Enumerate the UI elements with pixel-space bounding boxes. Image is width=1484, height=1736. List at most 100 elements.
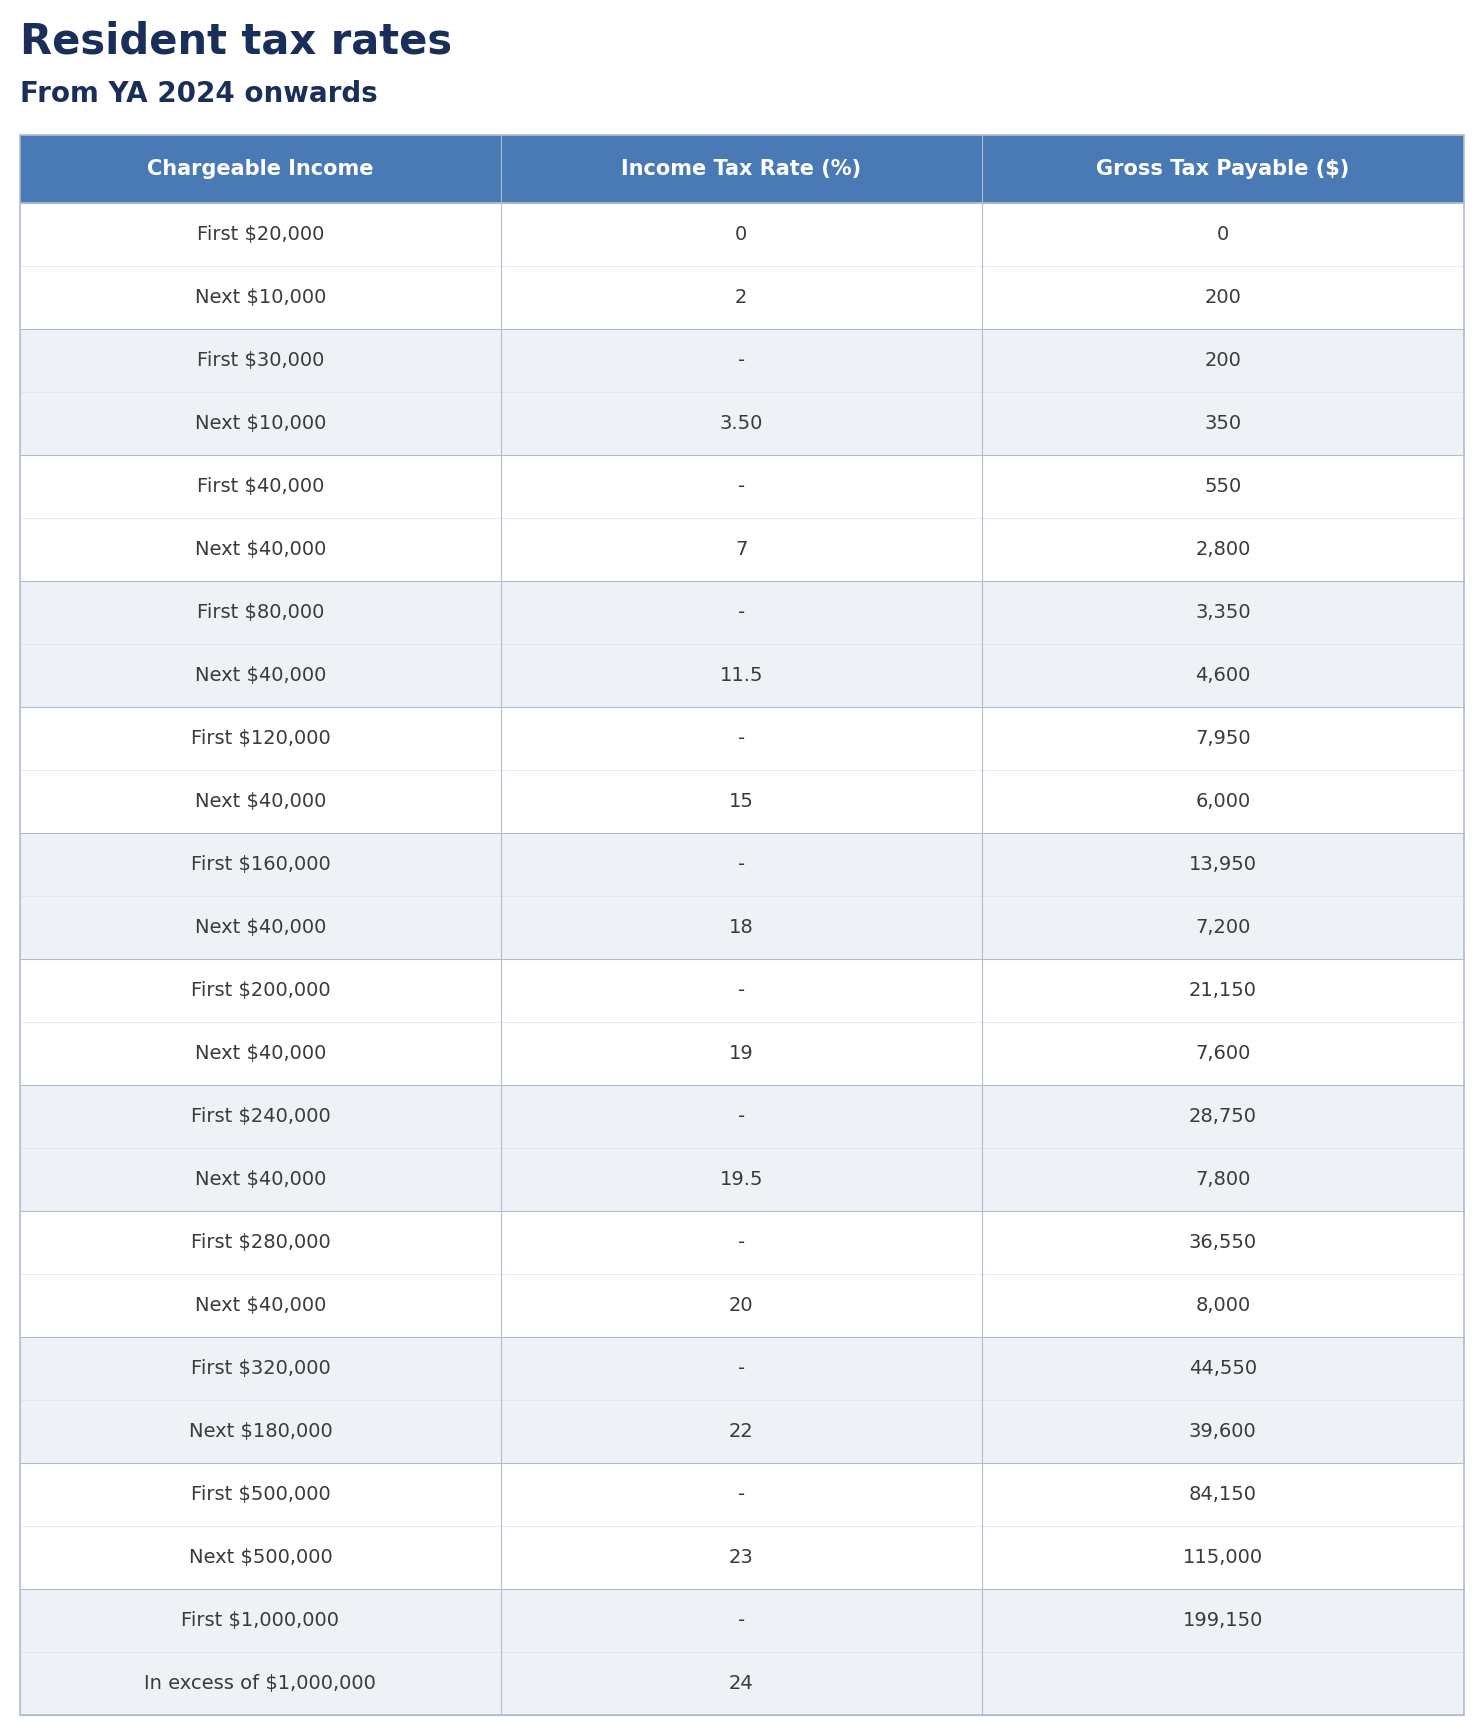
Bar <box>502 1274 982 1337</box>
Text: 39,600: 39,600 <box>1189 1422 1257 1441</box>
Bar <box>19 1399 502 1463</box>
Text: 23: 23 <box>729 1549 754 1568</box>
Bar <box>982 1085 1465 1147</box>
Text: First $80,000: First $80,000 <box>197 602 324 621</box>
Text: Resident tax rates: Resident tax rates <box>19 21 453 62</box>
Text: First $40,000: First $40,000 <box>197 477 324 496</box>
Bar <box>502 455 982 517</box>
Bar <box>19 1085 502 1147</box>
Bar <box>19 266 502 330</box>
Text: 84,150: 84,150 <box>1189 1484 1257 1503</box>
Text: 200: 200 <box>1205 288 1241 307</box>
Bar <box>502 896 982 958</box>
Text: Chargeable Income: Chargeable Income <box>147 160 374 179</box>
Bar <box>502 1023 982 1085</box>
Text: Next $10,000: Next $10,000 <box>194 413 326 432</box>
Bar <box>19 135 502 203</box>
Text: 19.5: 19.5 <box>720 1170 763 1189</box>
Text: First $200,000: First $200,000 <box>190 981 331 1000</box>
Bar <box>982 1274 1465 1337</box>
Bar <box>982 1653 1465 1715</box>
Bar <box>19 203 502 266</box>
Text: 350: 350 <box>1205 413 1242 432</box>
Bar <box>502 833 982 896</box>
Bar <box>502 1463 982 1526</box>
Text: -: - <box>738 981 745 1000</box>
Text: -: - <box>738 477 745 496</box>
Text: 3,350: 3,350 <box>1195 602 1251 621</box>
Text: 7,200: 7,200 <box>1195 918 1251 937</box>
Text: First $160,000: First $160,000 <box>190 856 331 873</box>
Text: First $500,000: First $500,000 <box>190 1484 331 1503</box>
Bar <box>502 517 982 582</box>
Text: -: - <box>738 1359 745 1378</box>
Bar <box>19 517 502 582</box>
Text: 3.50: 3.50 <box>720 413 763 432</box>
Bar <box>502 1147 982 1212</box>
Bar <box>19 958 502 1023</box>
Text: 8,000: 8,000 <box>1195 1297 1251 1314</box>
Bar <box>982 330 1465 392</box>
Text: 550: 550 <box>1204 477 1242 496</box>
Text: First $30,000: First $30,000 <box>197 351 324 370</box>
Bar <box>982 203 1465 266</box>
Text: Next $500,000: Next $500,000 <box>188 1549 332 1568</box>
Bar <box>19 1337 502 1399</box>
Text: 2,800: 2,800 <box>1195 540 1251 559</box>
Text: In excess of $1,000,000: In excess of $1,000,000 <box>144 1674 377 1693</box>
Text: From YA 2024 onwards: From YA 2024 onwards <box>19 80 378 108</box>
Bar <box>19 392 502 455</box>
Text: Next $180,000: Next $180,000 <box>188 1422 332 1441</box>
Bar <box>502 1399 982 1463</box>
Bar <box>19 1653 502 1715</box>
Text: 44,550: 44,550 <box>1189 1359 1257 1378</box>
Text: 7,950: 7,950 <box>1195 729 1251 748</box>
Bar <box>502 1526 982 1588</box>
Bar <box>502 330 982 392</box>
Text: First $320,000: First $320,000 <box>190 1359 331 1378</box>
Text: Next $40,000: Next $40,000 <box>194 1043 326 1062</box>
Bar <box>502 582 982 644</box>
Text: Next $40,000: Next $40,000 <box>194 667 326 686</box>
Bar <box>982 1399 1465 1463</box>
Bar <box>502 1588 982 1653</box>
Bar <box>502 1212 982 1274</box>
Bar <box>982 1463 1465 1526</box>
Text: -: - <box>738 729 745 748</box>
Bar <box>19 455 502 517</box>
Text: 13,950: 13,950 <box>1189 856 1257 873</box>
Text: Next $10,000: Next $10,000 <box>194 288 326 307</box>
Bar <box>19 1463 502 1526</box>
Bar <box>19 833 502 896</box>
Bar <box>19 1147 502 1212</box>
Bar <box>19 582 502 644</box>
Text: 7,800: 7,800 <box>1195 1170 1251 1189</box>
Text: 199,150: 199,150 <box>1183 1611 1263 1630</box>
Bar <box>19 771 502 833</box>
Bar <box>502 135 982 203</box>
Text: 21,150: 21,150 <box>1189 981 1257 1000</box>
Text: 7,600: 7,600 <box>1195 1043 1251 1062</box>
Text: -: - <box>738 602 745 621</box>
Bar <box>502 266 982 330</box>
Text: 0: 0 <box>1217 226 1229 245</box>
Bar <box>982 1212 1465 1274</box>
Bar <box>982 833 1465 896</box>
Text: 19: 19 <box>729 1043 754 1062</box>
Bar <box>502 771 982 833</box>
Text: First $280,000: First $280,000 <box>190 1233 331 1252</box>
Text: First $240,000: First $240,000 <box>190 1108 331 1127</box>
Text: Next $40,000: Next $40,000 <box>194 918 326 937</box>
Text: Next $40,000: Next $40,000 <box>194 1170 326 1189</box>
Bar <box>19 644 502 707</box>
Text: 7: 7 <box>735 540 748 559</box>
Bar <box>19 1212 502 1274</box>
Text: Gross Tax Payable ($): Gross Tax Payable ($) <box>1097 160 1349 179</box>
Text: 36,550: 36,550 <box>1189 1233 1257 1252</box>
Bar <box>502 1085 982 1147</box>
Text: -: - <box>738 856 745 873</box>
Text: -: - <box>738 1484 745 1503</box>
Text: 22: 22 <box>729 1422 754 1441</box>
Bar <box>982 1147 1465 1212</box>
Bar <box>982 896 1465 958</box>
